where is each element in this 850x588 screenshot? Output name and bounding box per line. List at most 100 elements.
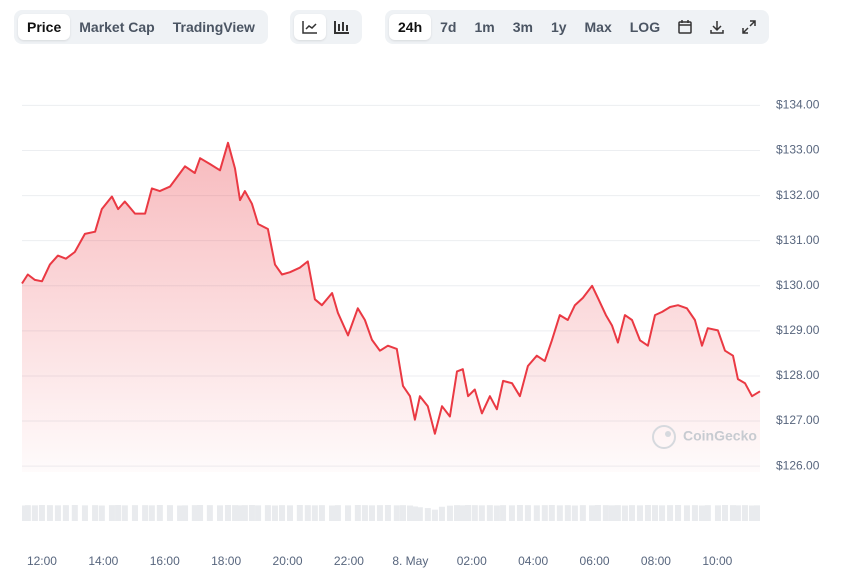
volume-bar bbox=[556, 505, 563, 521]
volume-bar bbox=[241, 505, 248, 521]
volume-bar bbox=[81, 505, 88, 521]
y-tick-label: $128.00 bbox=[776, 368, 820, 382]
watermark: CoinGecko bbox=[652, 425, 757, 449]
volume-bar bbox=[108, 505, 115, 521]
y-tick-label: $130.00 bbox=[776, 278, 820, 292]
volume-bar bbox=[579, 505, 586, 521]
volume-bar bbox=[636, 505, 643, 521]
volume-bar bbox=[376, 505, 383, 521]
volume-bar bbox=[296, 505, 303, 521]
volume-bar bbox=[524, 505, 531, 521]
volume-bar bbox=[609, 505, 616, 521]
x-tick-label: 22:00 bbox=[334, 554, 364, 568]
volume-bar bbox=[71, 505, 78, 521]
chart-style-group bbox=[290, 10, 362, 44]
download-icon bbox=[710, 21, 724, 34]
volume-bar bbox=[264, 505, 271, 521]
volume-bar bbox=[651, 505, 659, 521]
y-tick-label: $132.00 bbox=[776, 188, 820, 202]
volume-bar bbox=[181, 505, 189, 521]
line-icon bbox=[302, 21, 317, 34]
volume-bar bbox=[675, 505, 682, 521]
view-button[interactable]: Price bbox=[18, 14, 71, 40]
volume-bar bbox=[446, 505, 453, 521]
volume-bar bbox=[393, 505, 400, 521]
volume-bar bbox=[683, 505, 690, 521]
y-tick-label: $129.00 bbox=[776, 323, 820, 337]
volume-bar bbox=[24, 505, 31, 521]
volume-bar bbox=[197, 505, 204, 521]
volume-bar bbox=[564, 505, 571, 521]
volume-bar bbox=[541, 505, 548, 521]
volume-bar bbox=[714, 505, 721, 521]
volume-bar bbox=[749, 505, 756, 521]
download-button[interactable] bbox=[701, 14, 733, 40]
volume-bar bbox=[191, 505, 198, 521]
volume-bar bbox=[459, 505, 466, 521]
volume-bar bbox=[628, 505, 635, 521]
x-tick-label: 16:00 bbox=[150, 554, 180, 568]
x-tick-label: 06:00 bbox=[580, 554, 610, 568]
volume-bar bbox=[115, 505, 122, 521]
volume-bar bbox=[571, 505, 578, 521]
view-button[interactable]: TradingView bbox=[172, 19, 255, 35]
volume-bar bbox=[407, 505, 414, 521]
volume-bar bbox=[224, 505, 232, 521]
volume-bar bbox=[286, 505, 294, 521]
volume-bar bbox=[602, 505, 609, 521]
volume-bar bbox=[500, 505, 507, 521]
range-button[interactable]: 3m bbox=[512, 19, 533, 35]
volume-bar bbox=[431, 509, 438, 521]
x-tick-label: 12:00 bbox=[27, 554, 57, 568]
volume-bar bbox=[399, 505, 406, 521]
volume-bar bbox=[659, 505, 666, 521]
volume-bar bbox=[206, 505, 213, 521]
range-button[interactable]: 1m bbox=[474, 19, 495, 35]
volume-bar bbox=[345, 505, 352, 521]
volume-bar bbox=[424, 508, 431, 521]
volume-bar bbox=[667, 505, 674, 521]
view-group: Price Market Cap TradingView bbox=[14, 10, 268, 44]
volume-bar bbox=[142, 505, 149, 521]
volume-bar bbox=[156, 505, 163, 521]
fullscreen-button[interactable] bbox=[733, 14, 765, 40]
volume-bar bbox=[329, 505, 336, 521]
volume-bar bbox=[465, 505, 472, 521]
volume-bar bbox=[698, 505, 705, 521]
range-button[interactable]: Max bbox=[584, 19, 612, 35]
volume-bar bbox=[453, 505, 461, 521]
volume-bar bbox=[594, 505, 601, 521]
y-tick-label: $131.00 bbox=[776, 233, 820, 247]
price-line bbox=[21, 141, 761, 435]
candle-chart-button[interactable] bbox=[326, 14, 358, 40]
calendar-icon bbox=[678, 20, 692, 34]
x-tick-label: 10:00 bbox=[702, 554, 732, 568]
volume-bar bbox=[471, 505, 478, 521]
x-tick-label: 20:00 bbox=[273, 554, 303, 568]
calendar-button[interactable] bbox=[669, 14, 701, 40]
range-button[interactable]: 1y bbox=[550, 19, 567, 35]
y-tick-label: $126.00 bbox=[776, 458, 820, 472]
volume-bar bbox=[741, 505, 748, 521]
volume-bar bbox=[729, 505, 736, 521]
range-button[interactable]: 7d bbox=[440, 19, 457, 35]
line-chart-button[interactable] bbox=[294, 14, 326, 40]
volume-bar bbox=[589, 505, 596, 521]
volume-bar bbox=[31, 505, 38, 521]
volume-bar bbox=[54, 505, 61, 521]
volume-bar bbox=[361, 505, 368, 521]
log-button[interactable]: LOG bbox=[629, 19, 661, 35]
volume-bar bbox=[438, 506, 445, 521]
view-button[interactable]: Market Cap bbox=[79, 19, 155, 35]
volume-bar bbox=[516, 505, 523, 521]
x-tick-label: 14:00 bbox=[88, 554, 118, 568]
range-button[interactable]: 24h bbox=[389, 14, 432, 40]
volume-bar bbox=[148, 505, 155, 521]
range-group: 24h 7d 1m 3m 1y Max LOG bbox=[385, 10, 770, 44]
volume-bar bbox=[621, 505, 628, 521]
volume-bar bbox=[46, 505, 53, 521]
volume-bar bbox=[318, 505, 325, 521]
volume-bar bbox=[753, 505, 760, 521]
x-tick-label: 8. May bbox=[392, 554, 428, 568]
